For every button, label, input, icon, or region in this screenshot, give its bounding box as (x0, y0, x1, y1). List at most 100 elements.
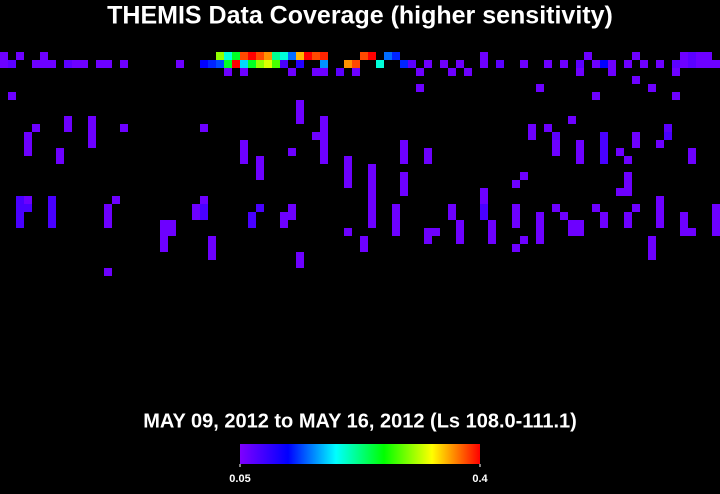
cell (48, 220, 56, 228)
cell (288, 52, 296, 60)
cell (72, 60, 80, 68)
cell (712, 228, 720, 236)
cell (600, 132, 608, 140)
cell (256, 164, 264, 172)
cell (32, 124, 40, 132)
cell (320, 52, 328, 60)
cell (624, 220, 632, 228)
cell (672, 92, 680, 100)
cell (208, 252, 216, 260)
cell (376, 60, 384, 68)
cell (440, 60, 448, 68)
cell (168, 220, 176, 228)
cell (512, 212, 520, 220)
cell (400, 140, 408, 148)
cell (696, 60, 704, 68)
cell (16, 204, 24, 212)
cell (64, 116, 72, 124)
cell (256, 60, 264, 68)
cell (0, 52, 8, 60)
cell (632, 140, 640, 148)
cell (560, 60, 568, 68)
cell (552, 140, 560, 148)
cell (304, 52, 312, 60)
cell (88, 140, 96, 148)
cell (448, 68, 456, 76)
cell (392, 212, 400, 220)
cell (688, 228, 696, 236)
cell (16, 196, 24, 204)
cell (576, 148, 584, 156)
cell (256, 156, 264, 164)
cell (536, 212, 544, 220)
cell (480, 60, 488, 68)
cell (528, 132, 536, 140)
cell (256, 52, 264, 60)
cell (656, 196, 664, 204)
cell (408, 60, 416, 68)
cell (200, 204, 208, 212)
cell (400, 172, 408, 180)
cell (344, 156, 352, 164)
cell (296, 260, 304, 268)
cell (272, 60, 280, 68)
cell (280, 52, 288, 60)
cell (248, 60, 256, 68)
cell (480, 196, 488, 204)
cell (624, 180, 632, 188)
cell (240, 148, 248, 156)
cell (288, 148, 296, 156)
cell (368, 188, 376, 196)
cell (296, 108, 304, 116)
cell (8, 60, 16, 68)
cell (224, 68, 232, 76)
cell (264, 60, 272, 68)
cell (392, 228, 400, 236)
cell (320, 140, 328, 148)
cell (712, 212, 720, 220)
cell (104, 204, 112, 212)
cell (320, 60, 328, 68)
cell (640, 60, 648, 68)
cell (624, 60, 632, 68)
cell (280, 212, 288, 220)
cell (96, 60, 104, 68)
cell (696, 52, 704, 60)
cell (320, 156, 328, 164)
cell (544, 124, 552, 132)
cell (712, 220, 720, 228)
cell (688, 156, 696, 164)
heatmap-cells (0, 52, 720, 276)
cell (456, 220, 464, 228)
cell (400, 188, 408, 196)
cell (120, 60, 128, 68)
cell (296, 100, 304, 108)
cell (264, 52, 272, 60)
cell (392, 220, 400, 228)
cell (576, 68, 584, 76)
cell (240, 60, 248, 68)
cell (360, 236, 368, 244)
cell (520, 236, 528, 244)
cell (16, 52, 24, 60)
cell (464, 68, 472, 76)
cell (368, 52, 376, 60)
cell (400, 180, 408, 188)
cell (320, 116, 328, 124)
cell (200, 60, 208, 68)
cell (536, 220, 544, 228)
cell (600, 220, 608, 228)
cell (48, 212, 56, 220)
cell (16, 212, 24, 220)
cell (368, 220, 376, 228)
cell (416, 84, 424, 92)
cell (584, 52, 592, 60)
cell (600, 148, 608, 156)
cell (512, 180, 520, 188)
cell (648, 252, 656, 260)
cell (248, 52, 256, 60)
cell (368, 212, 376, 220)
cell (616, 188, 624, 196)
cell (208, 244, 216, 252)
cell (488, 236, 496, 244)
